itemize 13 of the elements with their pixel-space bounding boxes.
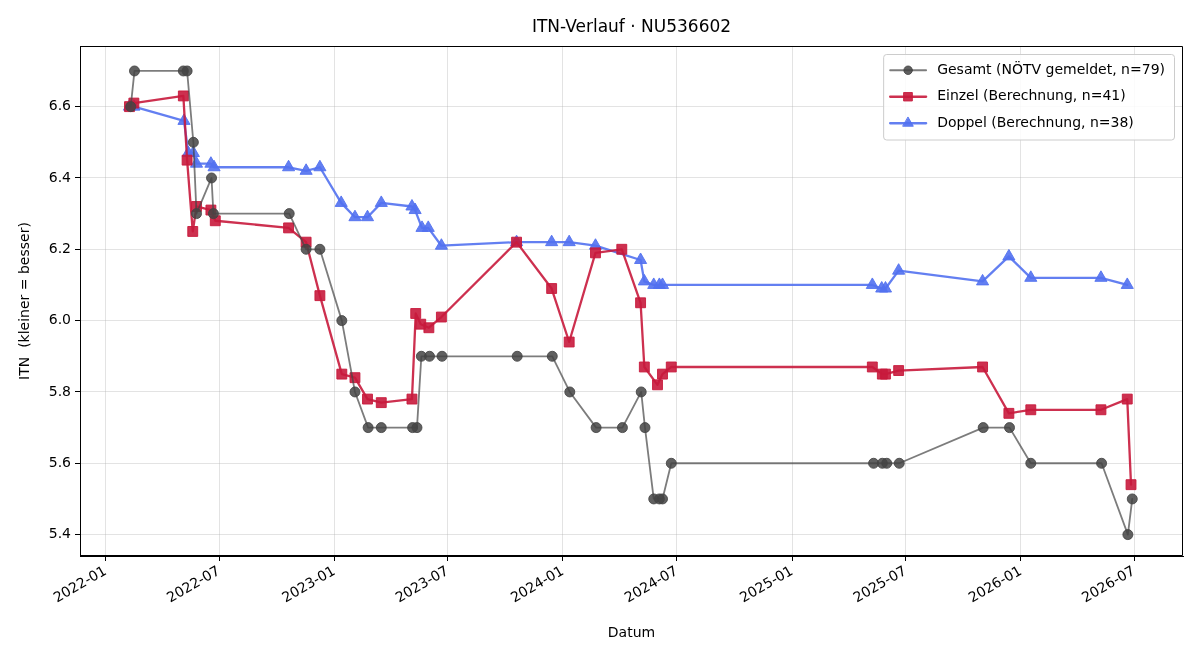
y-tick-label: 5.6 [48,453,72,470]
x-axis-title: Datum [607,624,656,641]
legend-label: Gesamt (NÖTV gemeldet, n=79) [937,59,1165,77]
y-tick-label: 6.6 [48,97,72,114]
y-tick-label: 5.4 [48,525,72,542]
y-tick-label: 5.8 [48,382,71,399]
y-axis-title: ITN (kleiner = besser) [16,222,33,380]
y-tick-label: 6.0 [48,311,71,328]
legend-label: Doppel (Berechnung, n=38) [937,113,1134,130]
chart-title: ITN-Verlauf · NU536602 [531,16,732,37]
legend-label: Einzel (Berechnung, n=41) [937,87,1126,104]
y-tick-label: 6.2 [48,239,71,256]
y-tick-label: 6.4 [48,168,72,185]
